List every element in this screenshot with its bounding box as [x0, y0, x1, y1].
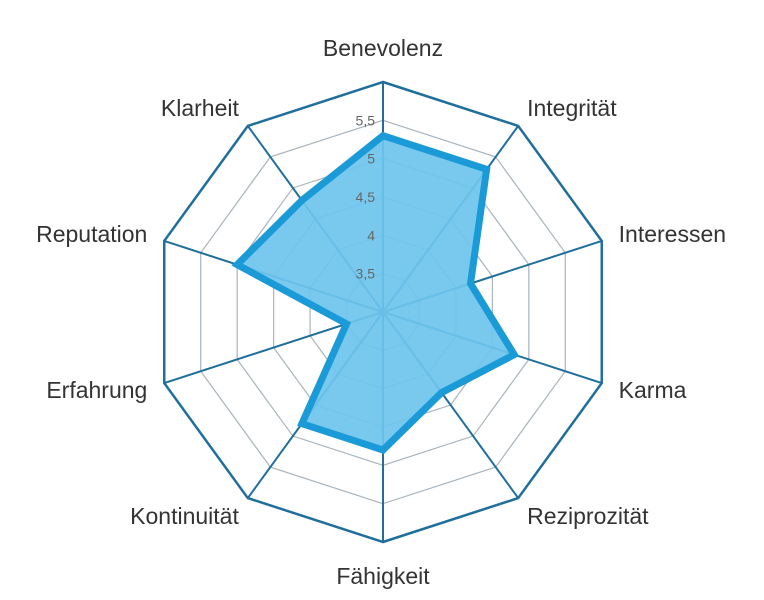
- series-area-1: [231, 131, 520, 454]
- axis-label-reziprozität: Reziprozität: [527, 503, 649, 529]
- axis-label-interessen: Interessen: [619, 221, 726, 247]
- tick-label-3: 4,5: [356, 189, 376, 205]
- series-layer: [231, 131, 520, 454]
- tick-label-2: 4: [367, 227, 375, 243]
- axis-label-layer: Benevolenz Integrität Interessen Karma Rezip…: [36, 35, 726, 589]
- tick-label-1: 3,5: [356, 266, 376, 282]
- axis-label-klarheit: Klarheit: [161, 95, 240, 121]
- axis-label-erfahrung: Erfahrung: [46, 377, 147, 403]
- axis-label-integrität: Integrität: [527, 95, 617, 121]
- axis-label-reputation: Reputation: [36, 221, 147, 247]
- tick-label-5: 5,5: [356, 112, 376, 128]
- outer-ring: [163, 80, 603, 544]
- tick-label-layer: 3,5 4 4,5 5 5,5: [356, 112, 376, 281]
- tick-label-4: 5: [367, 151, 375, 167]
- axis-label-fähigkeit: Fähigkeit: [336, 563, 430, 589]
- axis-label-kontinuität: Kontinuität: [130, 503, 239, 529]
- axis-label-benevolenz: Benevolenz: [323, 35, 443, 61]
- axis-label-karma: Karma: [619, 377, 687, 403]
